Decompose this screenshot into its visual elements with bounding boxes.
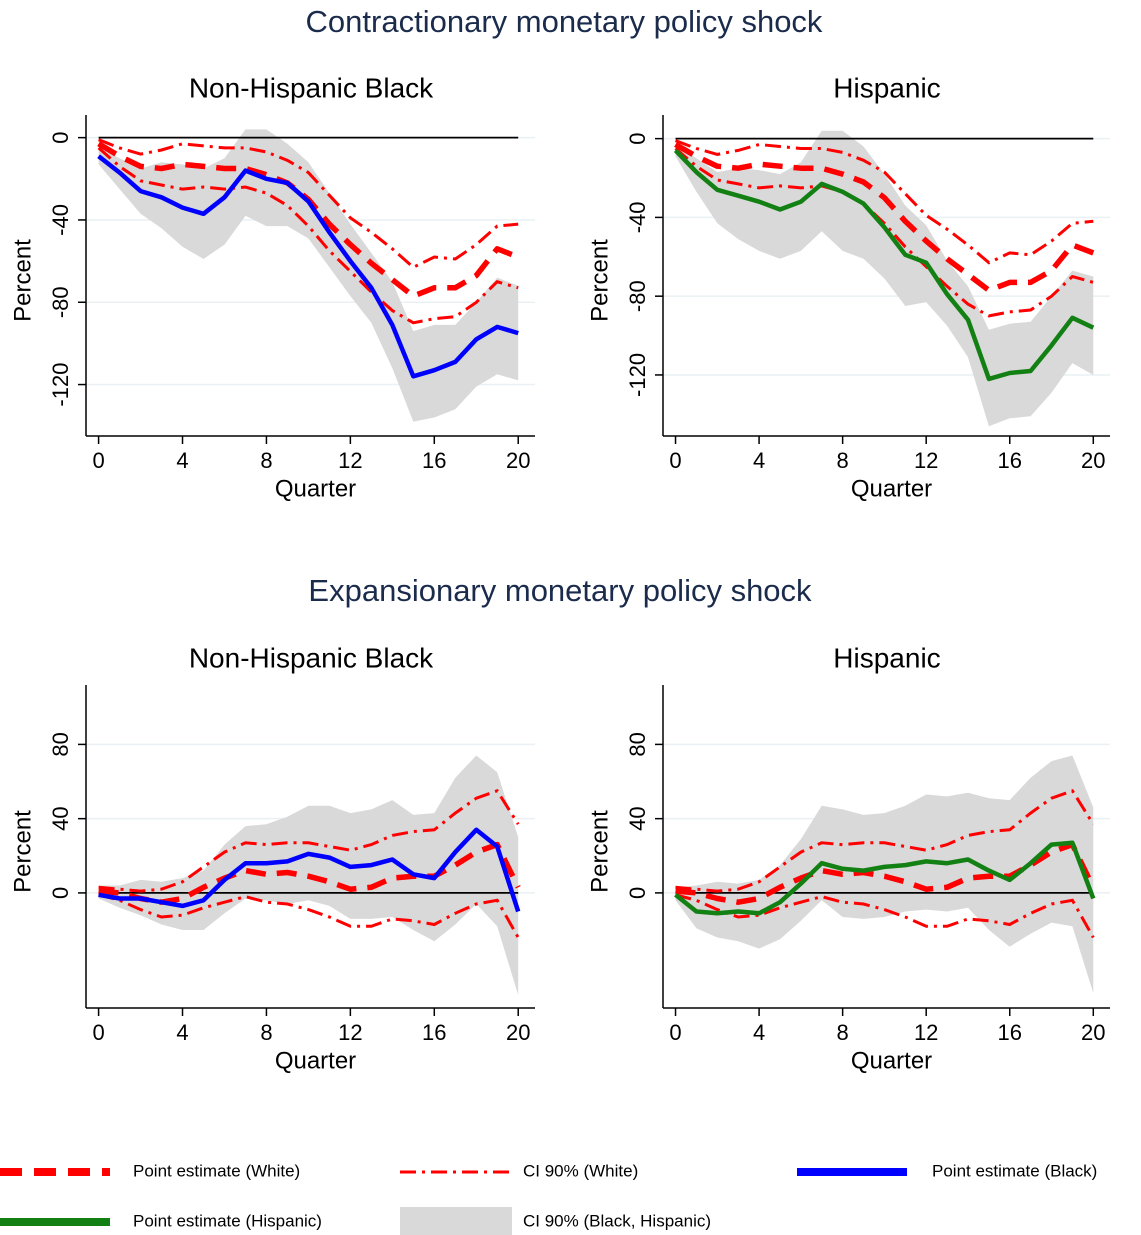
series-line (674, 142, 1095, 294)
x-tick-label: 16 (422, 448, 446, 473)
x-tick-label: 16 (997, 448, 1021, 473)
ci-line (97, 146, 519, 325)
legend-label: CI 90% (White) (523, 1161, 638, 1180)
legend-swatch (400, 1207, 512, 1235)
x-tick-label: 12 (338, 448, 362, 473)
series-line (98, 827, 521, 913)
y-tick-label: -120 (625, 353, 650, 397)
x-tick-label: 12 (914, 1020, 938, 1045)
y-tick-label: -40 (625, 202, 650, 234)
y-axis-title: Percent (586, 239, 613, 322)
x-tick-label: 16 (997, 1020, 1021, 1045)
x-axis-title: Quarter (275, 475, 356, 502)
x-axis-title: Quarter (275, 1047, 356, 1074)
x-tick-label: 0 (92, 1020, 104, 1045)
y-tick-label: 80 (48, 732, 73, 756)
x-axis-title: Quarter (851, 1047, 932, 1074)
y-tick-label: 0 (625, 133, 650, 145)
ci-line (98, 138, 519, 270)
series-line (674, 840, 1096, 916)
y-tick-label: -40 (48, 204, 73, 236)
x-tick-label: 12 (338, 1020, 362, 1045)
ci-line (98, 788, 520, 893)
y-tick-label: 0 (48, 887, 73, 899)
ci-line (675, 893, 1095, 939)
legend-label: CI 90% (Black, Hispanic) (523, 1211, 711, 1230)
panel-title: Hispanic (833, 72, 940, 103)
y-tick-label: -80 (48, 286, 73, 318)
series-line (673, 148, 1095, 382)
x-tick-label: 20 (1081, 448, 1105, 473)
ci-band (675, 755, 1094, 994)
x-tick-label: 16 (422, 1020, 446, 1045)
ci-line (675, 788, 1095, 893)
x-tick-label: 8 (837, 448, 849, 473)
x-tick-label: 4 (176, 448, 188, 473)
y-axis-title: Percent (9, 810, 36, 893)
y-tick-label: -120 (48, 363, 73, 407)
x-tick-label: 0 (669, 448, 681, 473)
y-axis-title: Percent (586, 810, 613, 893)
x-tick-label: 8 (260, 1020, 272, 1045)
x-tick-label: 0 (92, 448, 104, 473)
series-line (675, 841, 1096, 905)
y-tick-label: 0 (48, 132, 73, 144)
x-axis-title: Quarter (851, 475, 932, 502)
x-tick-label: 4 (753, 448, 765, 473)
x-tick-label: 20 (506, 448, 530, 473)
section-title: Expansionary monetary policy shock (308, 573, 812, 608)
series-line (97, 154, 519, 379)
x-tick-label: 4 (176, 1020, 188, 1045)
panel-title: Non-Hispanic Black (189, 72, 434, 103)
x-tick-label: 20 (1081, 1020, 1105, 1045)
legend-label: Point estimate (Black) (932, 1161, 1097, 1180)
ci-band (675, 130, 1094, 427)
y-tick-label: 40 (48, 806, 73, 830)
ci-line (98, 893, 520, 939)
ci-line (674, 139, 1094, 265)
y-tick-label: 40 (625, 806, 650, 830)
x-tick-label: 8 (260, 448, 272, 473)
panel-title: Hispanic (833, 642, 940, 673)
y-axis-title: Percent (9, 239, 36, 322)
series-line (98, 841, 521, 905)
legend-label: Point estimate (Hispanic) (133, 1211, 322, 1230)
y-tick-label: 80 (625, 732, 650, 756)
x-tick-label: 0 (669, 1020, 681, 1045)
legend-label: Point estimate (White) (133, 1161, 300, 1180)
x-tick-label: 20 (506, 1020, 530, 1045)
ci-band (98, 129, 519, 422)
x-tick-label: 4 (753, 1020, 765, 1045)
panel-title: Non-Hispanic Black (189, 642, 434, 673)
x-tick-label: 12 (914, 448, 938, 473)
section-title: Contractionary monetary policy shock (306, 4, 823, 39)
ci-line (674, 147, 1094, 318)
y-tick-label: -80 (625, 280, 650, 312)
y-tick-label: 0 (625, 887, 650, 899)
x-tick-label: 8 (837, 1020, 849, 1045)
